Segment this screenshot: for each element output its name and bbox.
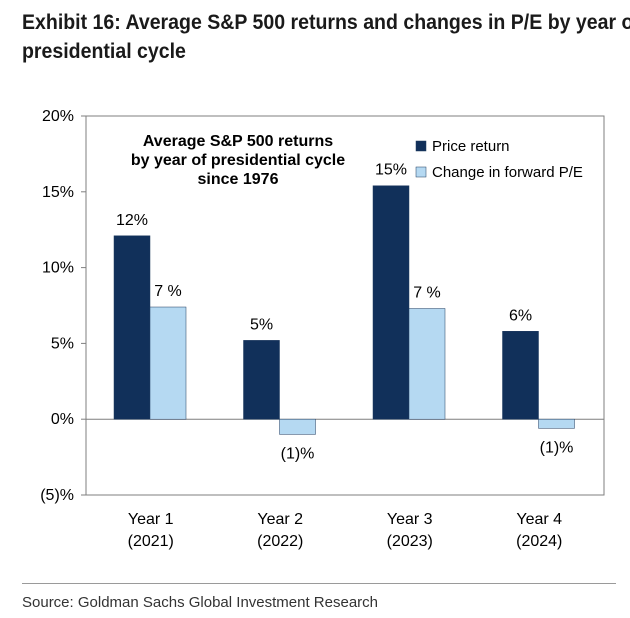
price-return-label: 6% (509, 307, 532, 324)
pe-change-bar (408, 308, 446, 420)
price-return-label: 15% (375, 162, 407, 179)
chart-title-line: since 1976 (198, 171, 279, 188)
source-note: Source: Goldman Sachs Global Investment … (22, 594, 379, 611)
pe-change-bar (279, 418, 316, 435)
legend-swatch-price-return (415, 140, 427, 152)
x-tick-label: Year 4 (516, 511, 562, 528)
chart-title-line: by year of presidential cycle (131, 152, 345, 169)
x-tick-label-year: (2021) (128, 533, 174, 550)
x-tick-label: Year 1 (128, 511, 174, 528)
y-tick-label: 5% (51, 335, 74, 352)
price-return-bar (113, 235, 151, 420)
chart-title-line: Average S&P 500 returns (143, 133, 333, 150)
plot-frame (85, 115, 605, 496)
y-tick-label: 0% (51, 411, 74, 428)
legend-swatch-pe-change (415, 166, 427, 178)
x-tick-label: Year 3 (387, 511, 433, 528)
y-tick-label: 20% (42, 108, 74, 125)
pe-change-label: (1)% (540, 439, 574, 456)
exhibit-title-line1: Exhibit 16: Average S&P 500 returns and … (22, 11, 630, 34)
pe-change-bar (149, 306, 187, 420)
exhibit-title: Exhibit 16: Average S&P 500 returns and … (22, 8, 630, 66)
price-return-label: 5% (250, 316, 273, 333)
x-tick-label: Year 2 (257, 511, 303, 528)
price-return-label: 12% (116, 212, 148, 229)
pe-change-label: (1)% (281, 445, 315, 462)
pe-change-label: 7 % (413, 285, 441, 302)
y-tick-label: 10% (42, 260, 74, 277)
price-return-bar (502, 331, 539, 420)
legend-label-pe-change: Change in forward P/E (432, 164, 583, 181)
y-tick-label: (5)% (40, 487, 74, 504)
x-tick-label-year: (2023) (387, 533, 433, 550)
source-divider (22, 583, 616, 584)
pe-change-bar (538, 418, 575, 429)
pe-change-label: 7 % (154, 283, 182, 300)
exhibit-title-line2: presidential cycle (22, 40, 186, 63)
x-tick-label-year: (2024) (516, 533, 562, 550)
x-tick-label-year: (2022) (257, 533, 303, 550)
legend-label-price-return: Price return (432, 138, 510, 155)
y-tick-label: 15% (42, 184, 74, 201)
price-return-bar (243, 340, 280, 420)
price-return-bar (372, 185, 410, 420)
